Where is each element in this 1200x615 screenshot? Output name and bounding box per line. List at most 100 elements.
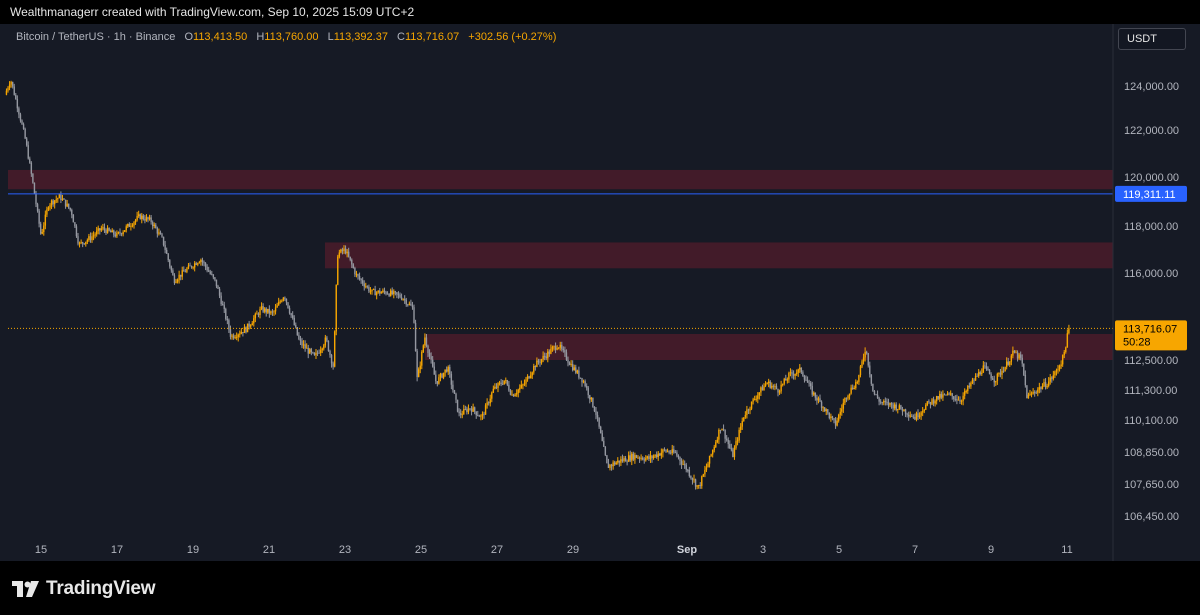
- candle-body: [1068, 328, 1070, 334]
- price-tick-label: 110,100.00: [1124, 415, 1178, 427]
- candle-body: [861, 361, 863, 367]
- candle-body: [1038, 387, 1041, 390]
- change-value: +302.56 (+0.27%): [468, 31, 557, 43]
- candle-body: [710, 454, 712, 456]
- candle-body: [508, 384, 510, 391]
- candle-body: [551, 347, 554, 349]
- candle-body: [893, 404, 896, 409]
- candle-body: [557, 347, 560, 349]
- candle-body: [942, 394, 944, 398]
- candle-body: [879, 401, 882, 403]
- candle-body: [1055, 370, 1058, 372]
- candle-body: [623, 458, 625, 461]
- candle-body: [990, 374, 992, 379]
- candle-body: [8, 84, 11, 88]
- candle-body: [329, 350, 331, 355]
- candle-body: [702, 474, 705, 477]
- candle-body: [816, 397, 818, 401]
- candle-body: [211, 273, 213, 275]
- candle-body: [410, 303, 412, 306]
- candle-body: [183, 270, 185, 272]
- candle-body: [766, 383, 768, 385]
- price-chart[interactable]: 124,000.00 122,000.00 120,000.00 118,000.00…: [0, 24, 1200, 561]
- candle-body: [1035, 392, 1037, 394]
- candle-body: [442, 372, 445, 378]
- candle-body: [858, 375, 860, 382]
- candle-body: [49, 204, 51, 208]
- candle-body: [599, 426, 602, 434]
- chart-panel[interactable]: [0, 24, 1200, 561]
- candle-body: [421, 351, 423, 366]
- candle-body: [181, 270, 183, 277]
- candle-body: [694, 479, 697, 487]
- candle-body: [366, 286, 369, 288]
- candle-body: [1029, 393, 1031, 395]
- candle-body: [466, 409, 468, 413]
- currency-button[interactable]: USDT: [1118, 28, 1186, 50]
- candle-body: [991, 378, 994, 380]
- candle-body: [178, 274, 180, 280]
- candle-body: [271, 311, 274, 313]
- candle-body: [344, 248, 347, 254]
- candle-body: [458, 411, 460, 414]
- time-tick-label: 7: [912, 544, 918, 556]
- candle-body: [615, 462, 617, 465]
- candle-body: [494, 386, 496, 389]
- candle-body: [354, 267, 356, 275]
- candle-body: [539, 362, 541, 363]
- candle-body: [58, 194, 61, 199]
- candle-body: [917, 413, 919, 418]
- candle-body: [461, 414, 463, 416]
- candle-body: [430, 356, 432, 360]
- candle-body: [449, 367, 451, 374]
- candle-body: [881, 402, 883, 404]
- candle-body: [487, 402, 490, 404]
- candle-body: [638, 457, 641, 459]
- candle-body: [954, 399, 957, 400]
- candle-body: [855, 382, 857, 388]
- tradingview-logo-text: TradingView: [46, 578, 156, 599]
- candle-body: [984, 365, 986, 367]
- candle-body: [568, 362, 571, 365]
- candle-body: [749, 408, 751, 411]
- candle-body: [265, 308, 267, 313]
- candle-body: [220, 295, 222, 305]
- candle-body: [337, 256, 339, 285]
- candle-body: [243, 327, 246, 333]
- candle-body: [438, 377, 440, 384]
- candle-body: [592, 397, 594, 407]
- candle-body: [565, 352, 568, 360]
- candle-body: [234, 337, 236, 339]
- candle-body: [693, 479, 695, 481]
- candle-body: [433, 366, 435, 375]
- supply-zone: [325, 242, 1113, 269]
- candle-body: [777, 388, 779, 393]
- candle-body: [517, 389, 519, 394]
- candle-body: [201, 259, 204, 263]
- candle-body: [747, 409, 750, 411]
- tradingview-logo[interactable]: TradingView: [12, 578, 156, 600]
- candle-body: [543, 355, 546, 357]
- supply-zones: [8, 169, 1113, 360]
- candle-body: [836, 420, 838, 426]
- candle-body: [528, 376, 530, 379]
- candle-body: [307, 347, 309, 354]
- candle-body: [718, 429, 720, 440]
- candle-body: [78, 242, 81, 244]
- candle-body: [483, 413, 485, 415]
- candle-body: [598, 417, 600, 427]
- time-tick-label: 9: [988, 544, 994, 556]
- candle-body: [761, 387, 764, 391]
- candle-body: [659, 453, 661, 456]
- price-tick-label: 124,000.00: [1124, 81, 1179, 93]
- candle-body: [94, 234, 96, 236]
- candle-body: [587, 387, 589, 396]
- candle-body: [83, 243, 85, 245]
- candle-body: [495, 386, 498, 388]
- candle-body: [741, 421, 743, 427]
- candle-body: [763, 385, 765, 391]
- candle-body: [30, 162, 33, 174]
- candle-body: [53, 200, 56, 205]
- candle-body: [47, 207, 50, 210]
- candle-body: [949, 393, 952, 395]
